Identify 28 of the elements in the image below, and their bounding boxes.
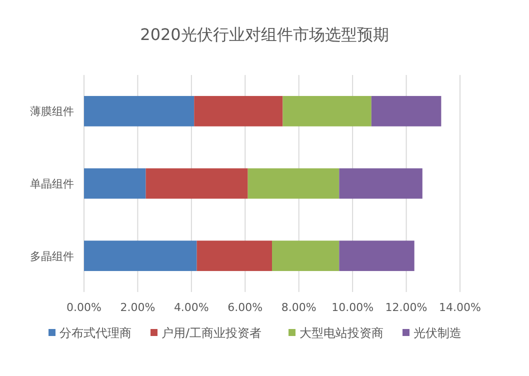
x-tick-label: 12.00% — [385, 301, 428, 314]
x-tick-label: 4.00% — [174, 301, 209, 314]
legend-label: 户用/工商业投资者 — [162, 326, 262, 340]
bar — [339, 168, 422, 199]
x-tick-label: 14.00% — [439, 301, 481, 314]
x-tick-label: 0.00% — [66, 301, 102, 314]
bar — [272, 240, 340, 272]
x-tick-label: 6.00% — [228, 301, 263, 314]
y-tick-label: 薄膜组件 — [30, 105, 74, 118]
x-tick-label: 8.00% — [281, 301, 316, 314]
bar — [282, 96, 372, 126]
bar — [194, 96, 283, 126]
legend-label: 大型电站投资商 — [300, 326, 384, 340]
bar — [146, 168, 248, 199]
chart-title: 2020光伏行业对组件市场选型预期 — [140, 25, 389, 44]
legend-label: 光伏制造 — [414, 326, 462, 340]
bar — [84, 240, 197, 272]
y-tick-label: 多晶组件 — [30, 250, 74, 263]
bar — [84, 96, 194, 126]
y-tick-label: 单晶组件 — [30, 178, 74, 190]
bar — [371, 96, 442, 126]
legend-label: 分布式代理商 — [60, 326, 132, 340]
bar — [248, 168, 340, 199]
x-tick-label: 10.00% — [332, 301, 374, 314]
bar — [196, 240, 272, 272]
x-tick-label: 2.00% — [120, 301, 156, 314]
bar — [339, 240, 414, 272]
bar — [84, 168, 146, 199]
